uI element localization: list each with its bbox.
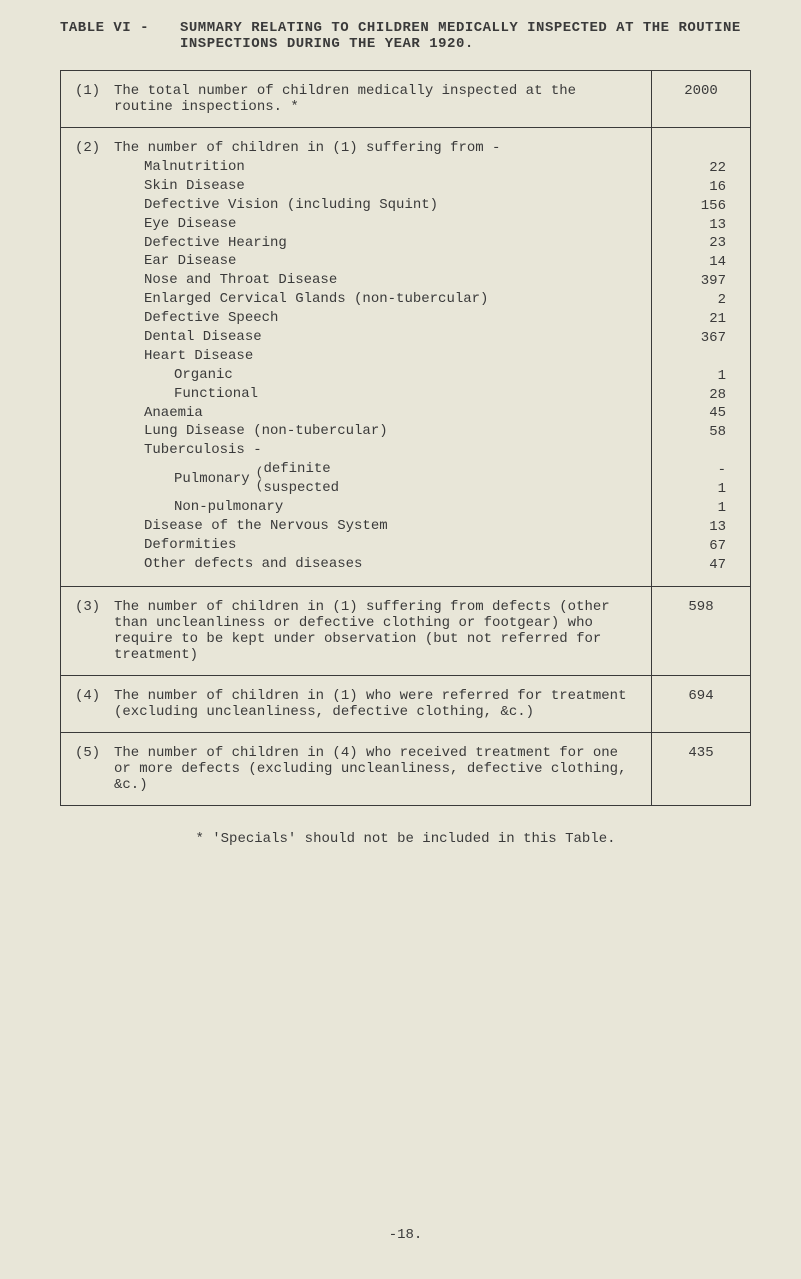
row-number: (2)	[61, 128, 111, 587]
summary-table: (1) The total number of children medical…	[60, 70, 751, 806]
item-label: Lung Disease (non-tubercular)	[114, 422, 637, 441]
row-value: 598	[652, 587, 751, 676]
item-label: Tuberculosis -	[114, 441, 637, 460]
value-cell: 2	[666, 291, 726, 310]
value-cell: 13	[666, 518, 726, 537]
table-title: TABLE VI - SUMMARY RELATING TO CHILDREN …	[60, 20, 751, 52]
value-cell: 397	[666, 272, 726, 291]
list-item: Lung Disease (non-tubercular)	[114, 422, 637, 441]
item-label: Heart Disease	[114, 347, 637, 366]
item-label: Dental Disease	[114, 328, 637, 347]
pulmonary-label: Pulmonary	[174, 471, 256, 487]
list-item: Tuberculosis -	[114, 441, 637, 460]
list-item: Defective Speech	[114, 309, 637, 328]
item-label: Non-pulmonary	[114, 498, 637, 517]
value-cell: 22	[666, 159, 726, 178]
value-cell: 13	[666, 216, 726, 235]
list-item: Other defects and diseases	[114, 555, 637, 574]
item-label: Organic	[114, 366, 637, 385]
list-item: Nose and Throat Disease	[114, 271, 637, 290]
row-value: 2000	[652, 71, 751, 128]
list-item: Ear Disease	[114, 252, 637, 271]
value-cell: 16	[666, 178, 726, 197]
list-item: Enlarged Cervical Glands (non-tubercular…	[114, 290, 637, 309]
title-text: SUMMARY RELATING TO CHILDREN MEDICALLY I…	[180, 20, 751, 52]
page-number: -18.	[60, 1227, 751, 1243]
value-cell: 28	[666, 386, 726, 405]
item-label: Defective Hearing	[114, 234, 637, 253]
document-page: TABLE VI - SUMMARY RELATING TO CHILDREN …	[0, 0, 801, 1263]
footnote: * 'Specials' should not be included in t…	[60, 831, 751, 847]
list-item: Anaemia	[114, 404, 637, 423]
table-row: (3) The number of children in (1) suffer…	[61, 587, 751, 676]
row-description: The total number of children medically i…	[110, 71, 652, 128]
item-label: Functional	[114, 385, 637, 404]
row-description: The number of children in (4) who receiv…	[110, 733, 652, 806]
list-item: Dental Disease	[114, 328, 637, 347]
row-number: (1)	[61, 71, 111, 128]
value-list: 2216156132314397221367 1284558 -11136747	[666, 159, 736, 575]
list-item: Disease of the Nervous System	[114, 517, 637, 536]
value-cell: 1	[666, 499, 726, 518]
item-label: Nose and Throat Disease	[114, 271, 637, 290]
value-cell: 23	[666, 234, 726, 253]
row-value: 435	[652, 733, 751, 806]
item-label: Other defects and diseases	[114, 555, 637, 574]
pulmonary-sub: definite suspected	[263, 460, 339, 498]
item-label: Disease of the Nervous System	[114, 517, 637, 536]
list-item: Deformities	[114, 536, 637, 555]
row-values: 2216156132314397221367 1284558 -11136747	[652, 128, 751, 587]
list-item: Eye Disease	[114, 215, 637, 234]
list-item: Organic	[114, 366, 637, 385]
section-header: The number of children in (1) suffering …	[114, 140, 637, 156]
value-cell: 14	[666, 253, 726, 272]
item-label: Defective Speech	[114, 309, 637, 328]
pulmonary-definite: definite	[263, 460, 339, 479]
list-item: Defective Vision (including Squint)	[114, 196, 637, 215]
value-cell: 21	[666, 310, 726, 329]
items-list-after: Non-pulmonaryDisease of the Nervous Syst…	[114, 498, 637, 574]
brace-icon: ((	[256, 466, 264, 492]
item-label: Enlarged Cervical Glands (non-tubercular…	[114, 290, 637, 309]
list-item: Heart Disease	[114, 347, 637, 366]
item-label: Deformities	[114, 536, 637, 555]
list-item: Non-pulmonary	[114, 498, 637, 517]
row-description: The number of children in (1) suffering …	[110, 128, 652, 587]
value-cell	[666, 348, 726, 367]
value-cell: 1	[666, 367, 726, 386]
title-label: TABLE VI -	[60, 20, 180, 52]
value-cell: 156	[666, 197, 726, 216]
list-item: Functional	[114, 385, 637, 404]
item-label: Anaemia	[114, 404, 637, 423]
items-list: MalnutritionSkin DiseaseDefective Vision…	[114, 158, 637, 460]
row-description: The number of children in (1) who were r…	[110, 676, 652, 733]
item-label: Malnutrition	[114, 158, 637, 177]
value-cell: 47	[666, 556, 726, 575]
table-row: (1) The total number of children medical…	[61, 71, 751, 128]
row-value: 694	[652, 676, 751, 733]
table-row: (5) The number of children in (4) who re…	[61, 733, 751, 806]
value-cell: 367	[666, 329, 726, 348]
list-item: Malnutrition	[114, 158, 637, 177]
row-number: (3)	[61, 587, 111, 676]
value-cell: 1	[666, 480, 726, 499]
list-item: Skin Disease	[114, 177, 637, 196]
item-label: Skin Disease	[114, 177, 637, 196]
pulmonary-group: Pulmonary (( definite suspected	[114, 460, 637, 498]
value-cell: 67	[666, 537, 726, 556]
value-cell: -	[666, 461, 726, 480]
pulmonary-suspected: suspected	[263, 479, 339, 498]
item-label: Ear Disease	[114, 252, 637, 271]
list-item: Defective Hearing	[114, 234, 637, 253]
row-number: (5)	[61, 733, 111, 806]
value-cell	[666, 442, 726, 461]
table-row: (4) The number of children in (1) who we…	[61, 676, 751, 733]
row-description: The number of children in (1) suffering …	[110, 587, 652, 676]
value-cell: 58	[666, 423, 726, 442]
item-label: Defective Vision (including Squint)	[114, 196, 637, 215]
item-label: Eye Disease	[114, 215, 637, 234]
table-row: (2) The number of children in (1) suffer…	[61, 128, 751, 587]
row-number: (4)	[61, 676, 111, 733]
value-cell: 45	[666, 404, 726, 423]
